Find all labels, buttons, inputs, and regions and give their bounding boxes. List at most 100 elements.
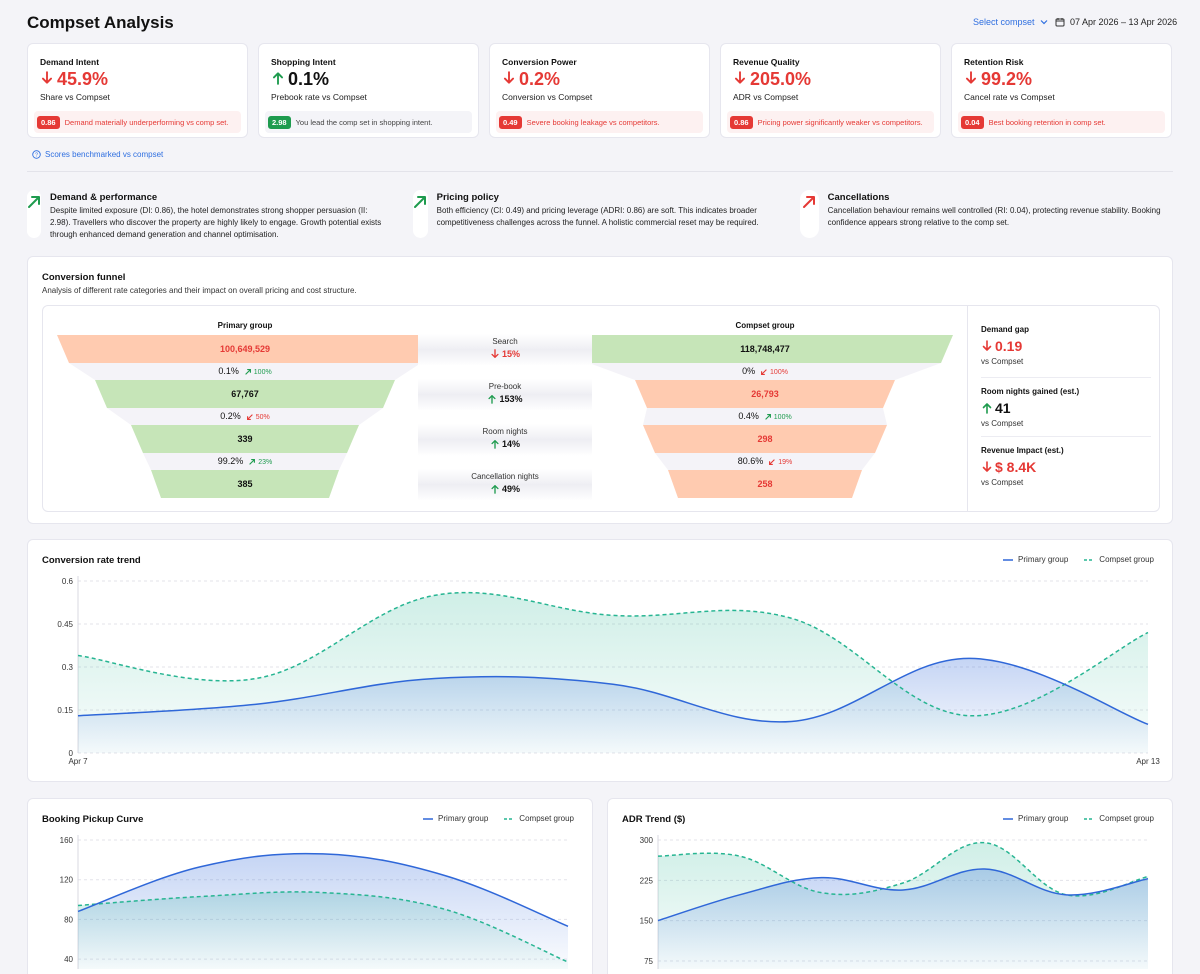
primary-funnel-value: 100,649,529 bbox=[219, 344, 271, 354]
primary-funnel-step bbox=[151, 470, 339, 498]
trend-arrow-icon bbox=[413, 190, 428, 238]
kpi-note: 0.86 Demand materially underperforming vs… bbox=[34, 111, 241, 133]
kpi-card: Revenue Quality 205.0% ADR vs Compset 0.86 P… bbox=[720, 43, 941, 138]
stage-band bbox=[418, 379, 592, 411]
y-tick-label: 80 bbox=[64, 915, 73, 924]
benchmark-link[interactable]: ? Scores benchmarked vs compset bbox=[32, 150, 163, 159]
score-badge: 2.98 bbox=[268, 115, 291, 129]
y-tick-label: 225 bbox=[640, 876, 654, 885]
adr-trend-chart: 75 150 225 300 bbox=[640, 835, 1149, 969]
rate-change: 100% bbox=[764, 414, 792, 421]
insight-title: Demand & performance bbox=[50, 192, 158, 203]
stage-band bbox=[418, 469, 592, 501]
arrow-down-icon bbox=[981, 340, 993, 352]
compset-series-line bbox=[77, 891, 569, 963]
svg-text:?: ? bbox=[35, 152, 38, 158]
arrow-down-left-icon bbox=[246, 414, 256, 421]
stage-name: Room nights bbox=[482, 427, 528, 436]
compset-funnel-rate: 80.6% 19% bbox=[685, 456, 845, 466]
date-range-label: 07 Apr 2026 – 13 Apr 2026 bbox=[1070, 17, 1178, 27]
funnel-diagram bbox=[57, 334, 953, 501]
side-metric-value: $ 8.4K bbox=[981, 459, 1151, 475]
side-metric-subtitle: vs Compset bbox=[981, 419, 1024, 428]
primary-funnel-value: 339 bbox=[237, 434, 253, 444]
compset-funnel-rate-band bbox=[655, 453, 875, 470]
arrow-up-icon bbox=[487, 394, 497, 404]
select-compset-label: Select compset bbox=[973, 17, 1035, 27]
score-badge: 0.04 bbox=[961, 115, 984, 129]
arrow-up-right-icon bbox=[248, 459, 258, 466]
rate-change-value: 100% bbox=[253, 369, 272, 376]
arrow-up-icon bbox=[490, 439, 500, 449]
y-tick-label: 0.45 bbox=[57, 620, 73, 629]
rate-change-value: 50% bbox=[255, 414, 270, 421]
primary-funnel-rate-band bbox=[143, 453, 347, 470]
rate-value: 0.1% bbox=[218, 366, 239, 376]
adr-trend-legend: Primary group Compset group bbox=[1003, 814, 1154, 823]
y-tick-label: 120 bbox=[60, 876, 74, 885]
adr-trend-title: ADR Trend ($) bbox=[622, 814, 686, 825]
arrow-down-icon bbox=[502, 69, 516, 90]
kpi-subtitle: Cancel rate vs Compset bbox=[964, 92, 1055, 102]
legend-primary-label: Primary group bbox=[438, 814, 489, 823]
insight-text: Cancellation behaviour remains well cont… bbox=[827, 206, 1161, 227]
kpi-value-text: 99.2% bbox=[981, 69, 1033, 89]
compset-group-label: Compset group bbox=[735, 321, 795, 330]
date-range-picker[interactable]: 07 Apr 2026 – 13 Apr 2026 bbox=[1055, 17, 1177, 27]
arrow-down-icon bbox=[40, 69, 54, 90]
insight-title: Pricing policy bbox=[436, 192, 499, 203]
select-compset-dropdown[interactable]: Select compset bbox=[973, 17, 1048, 27]
kpi-subtitle: Prebook rate vs Compset bbox=[271, 92, 367, 102]
primary-area bbox=[78, 853, 568, 969]
side-metric-subtitle: vs Compset bbox=[981, 357, 1024, 366]
primary-funnel-rate: 0.1% 100% bbox=[165, 366, 325, 376]
arrow-down-icon bbox=[981, 461, 993, 473]
arrow-up-icon bbox=[490, 484, 500, 494]
stage-change-value: 49% bbox=[501, 484, 520, 494]
funnel-side-metric: Demand gap 0.19 vs Compset bbox=[981, 325, 1151, 378]
rate-change: 50% bbox=[246, 414, 270, 421]
insight-text: Both efficiency (CI: 0.49) and pricing l… bbox=[436, 206, 759, 227]
x-tick-label: Apr 7 bbox=[68, 757, 88, 766]
y-tick-label: 300 bbox=[640, 836, 654, 845]
insight-item: Demand & performance Despite limited expo… bbox=[27, 190, 387, 241]
compset-series-line bbox=[657, 841, 1149, 897]
legend-primary: Primary group bbox=[1003, 814, 1068, 823]
arrow-down-left-icon bbox=[768, 459, 778, 466]
primary-funnel-rate-band bbox=[69, 363, 421, 380]
conversion-trend-card: Conversion rate trend Primary group Comp… bbox=[27, 539, 1173, 782]
compset-funnel-step bbox=[643, 425, 887, 453]
kpi-note-text: Best booking retention in comp set. bbox=[988, 117, 1106, 127]
primary-funnel-rate: 0.2% 50% bbox=[165, 411, 325, 421]
trend-arrow-icon bbox=[800, 190, 819, 238]
kpi-title: Retention Risk bbox=[964, 57, 1024, 67]
kpi-note-text: You lead the comp set in shopping intent… bbox=[295, 117, 433, 127]
legend-compset: Compset group bbox=[504, 814, 574, 823]
y-tick-label: 0 bbox=[69, 749, 74, 758]
kpi-value-text: 45.9% bbox=[57, 69, 109, 89]
rate-change: 100% bbox=[760, 369, 788, 376]
compset-funnel-rate: 0% 100% bbox=[685, 366, 845, 376]
compset-funnel-rate: 0.4% 100% bbox=[685, 411, 845, 421]
stage-change-value: 15% bbox=[501, 349, 520, 359]
legend-compset-label: Compset group bbox=[1099, 555, 1154, 564]
primary-funnel-value: 385 bbox=[237, 479, 253, 489]
legend-compset-label: Compset group bbox=[519, 814, 574, 823]
arrow-up-right-icon bbox=[764, 414, 774, 421]
kpi-note-text: Demand materially underperforming vs com… bbox=[64, 117, 229, 127]
side-metric-value-text: 0.19 bbox=[995, 338, 1023, 354]
side-metric-divider bbox=[981, 436, 1151, 437]
kpi-title: Revenue Quality bbox=[733, 57, 800, 67]
stage-change: 14% bbox=[418, 439, 592, 449]
funnel-side-metric: Room nights gained (est.) 41 vs Compset bbox=[981, 387, 1151, 437]
primary-funnel-step bbox=[131, 425, 359, 453]
rate-value: 80.6% bbox=[737, 456, 764, 466]
score-badge: 0.86 bbox=[37, 115, 60, 129]
conversion-funnel-card: Conversion funnel Analysis of different … bbox=[27, 256, 1173, 524]
conversion-trend-legend: Primary group Compset group bbox=[1003, 555, 1154, 564]
primary-group-label: Primary group bbox=[217, 321, 273, 330]
funnel-panel: Primary group Compset group 100,649,529 0… bbox=[42, 305, 1160, 512]
stage-change: 153% bbox=[418, 394, 592, 404]
y-tick-label: 0.3 bbox=[62, 663, 74, 672]
rate-value: 0.2% bbox=[220, 411, 241, 421]
